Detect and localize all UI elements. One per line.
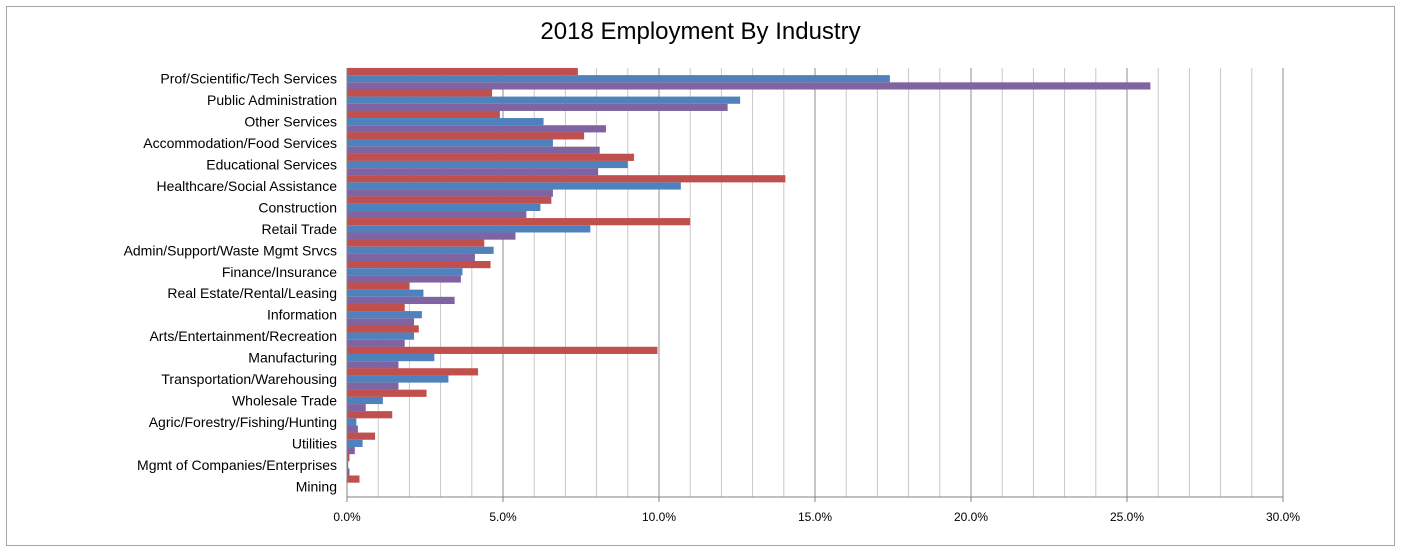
bar-3-1 [347,82,1151,90]
bar-1-1 [347,67,578,76]
bar-3-12 [347,318,415,326]
bar-1-9 [347,239,485,247]
bar-1-4 [347,132,585,140]
bar-3-15 [347,382,399,390]
bar-3-8 [347,232,516,240]
bar-1-11 [347,282,410,290]
bar-2-19 [347,461,349,469]
bar-1-15 [347,368,479,376]
category-label: Public Administration [207,92,337,108]
bar-2-1 [347,75,890,83]
bar-2-5 [347,160,628,169]
bar-3-11 [347,296,455,305]
bar-2-16 [347,396,383,405]
category-label: Arts/Entertainment/Recreation [149,328,337,344]
bar-3-18 [347,446,355,455]
bar-3-9 [347,253,475,262]
category-label: Admin/Support/Waste Mgmt Srvcs [124,242,337,258]
category-label: Prof/Scientific/Tech Services [160,71,337,87]
bar-1-10 [347,260,491,269]
bar-1-17 [347,411,393,419]
category-label: Retail Trade [262,221,338,237]
bar-3-17 [347,425,358,433]
category-label: Manufacturing [248,350,337,366]
bar-2-8 [347,225,591,233]
bar-3-2 [347,103,728,111]
bar-2-2 [347,96,741,104]
category-label: Real Estate/Rental/Leasing [167,285,337,301]
bar-1-7 [347,196,552,204]
bar-3-19 [347,468,350,476]
bar-2-4 [347,139,553,147]
chart-title: 2018 Employment By Industry [540,18,861,45]
bar-2-6 [347,182,681,190]
category-label: Accommodation/Food Services [143,135,337,151]
category-label: Finance/Insurance [222,264,337,280]
bar-3-16 [347,404,366,412]
bar-1-14 [347,346,658,354]
bar-3-6 [347,189,553,197]
bar-1-8 [347,218,691,226]
bar-1-18 [347,432,376,440]
bar-2-3 [347,118,544,126]
bar-2-13 [347,332,415,340]
category-label: Construction [258,199,337,215]
bar-2-10 [347,268,463,276]
bar-2-14 [347,353,435,362]
bar-2-12 [347,311,422,319]
x-tick-label: 10.0% [642,510,676,524]
bar-1-6 [347,175,786,183]
category-label: Other Services [244,114,337,130]
category-label: Utilities [292,435,337,451]
bar-2-11 [347,289,424,297]
bar-1-2 [347,89,493,97]
bar-1-12 [347,303,405,312]
bar-2-17 [347,418,357,426]
category-label: Information [267,307,337,323]
category-label: Mgmt of Companies/Enterprises [137,457,337,473]
bar-2-9 [347,246,494,254]
x-tick-label: 5.0% [489,510,517,524]
category-label: Transportation/Warehousing [161,371,337,387]
bar-3-3 [347,125,606,133]
bar-3-13 [347,339,405,347]
bar-3-4 [347,146,600,154]
bar-1-20 [347,475,360,483]
category-label: Agric/Forestry/Fishing/Hunting [149,414,337,430]
bar-3-7 [347,211,527,219]
bar-1-3 [347,110,500,119]
bar-2-18 [347,439,363,447]
bar-2-15 [347,375,449,383]
category-label: Mining [296,478,337,494]
category-label: Educational Services [206,157,337,173]
bar-3-10 [347,275,461,283]
bar-3-14 [347,361,399,369]
bar-1-13 [347,325,419,333]
x-tick-label: 15.0% [798,510,832,524]
bar-1-5 [347,153,635,161]
x-tick-label: 20.0% [954,510,988,524]
x-tick-label: 0.0% [333,510,361,524]
x-tick-label: 25.0% [1110,510,1144,524]
bar-1-19 [347,454,350,462]
x-tick-label: 30.0% [1266,510,1300,524]
bar-1-16 [347,389,427,397]
bar-3-5 [347,168,599,176]
category-label: Healthcare/Social Assistance [156,178,337,194]
category-label: Wholesale Trade [232,392,337,408]
bar-2-7 [347,203,541,212]
